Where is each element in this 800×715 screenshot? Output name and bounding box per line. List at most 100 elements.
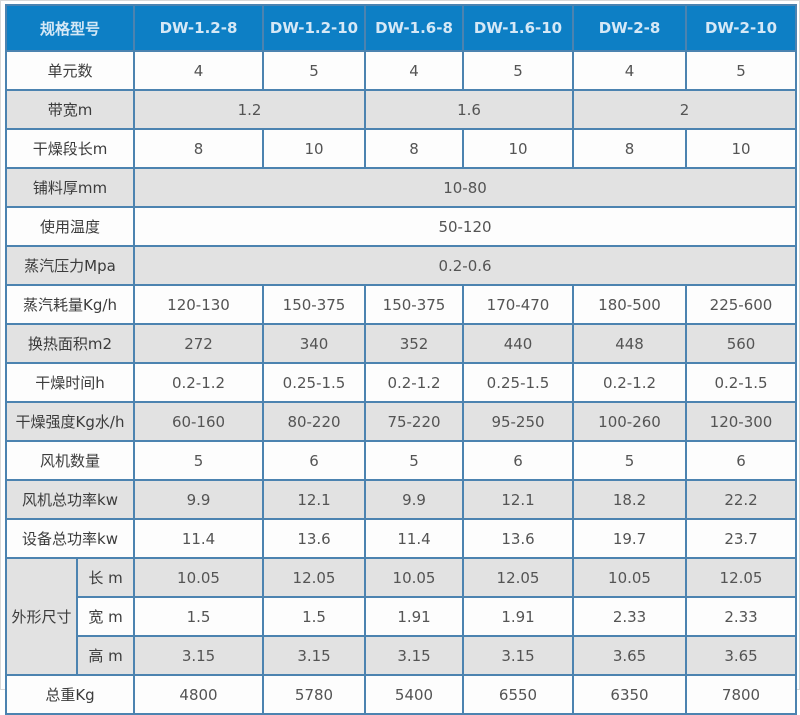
spec-value-cell: 4 <box>133 50 265 91</box>
spec-value-cell: 150-375 <box>364 284 465 325</box>
table-row: 风机数量 5 6 5 6 5 6 <box>4 440 798 481</box>
spec-value-cell: 180-500 <box>572 284 688 325</box>
spec-label-cell: 带宽m <box>4 89 136 130</box>
spec-value-cell: 340 <box>262 323 367 364</box>
spec-value-cell: 0.25-1.5 <box>262 362 367 403</box>
spec-value-cell: 13.6 <box>462 518 575 559</box>
spec-label-cell: 干燥段长m <box>4 128 136 169</box>
spec-value-cell: 12.1 <box>462 479 575 520</box>
spec-value-cell: 10.05 <box>133 557 265 598</box>
spec-value-cell: 18.2 <box>572 479 688 520</box>
spec-value-cell: 10 <box>462 128 575 169</box>
spec-label-cell: 单元数 <box>4 50 136 91</box>
spec-value-cell: 170-470 <box>462 284 575 325</box>
spec-value-cell: 75-220 <box>364 401 465 442</box>
spec-value-cell: 8 <box>133 128 265 169</box>
table-row: 干燥段长m 8 10 8 10 8 10 <box>4 128 798 169</box>
spec-value-cell: 5400 <box>364 674 465 715</box>
spec-value-cell: 120-300 <box>685 401 798 442</box>
spec-value-cell: 9.9 <box>133 479 265 520</box>
spec-value-cell: 12.05 <box>262 557 367 598</box>
spec-value-cell: 11.4 <box>364 518 465 559</box>
spec-label-cell: 风机数量 <box>4 440 136 481</box>
spec-label-cell: 设备总功率kw <box>4 518 136 559</box>
spec-value-cell: 2.33 <box>572 596 688 637</box>
spec-value-cell: 22.2 <box>685 479 798 520</box>
spec-value-cell: 3.15 <box>262 635 367 676</box>
dimension-sub-label-cell: 宽 m <box>75 596 136 637</box>
spec-value-cell: 19.7 <box>572 518 688 559</box>
spec-value-cell: 5 <box>133 440 265 481</box>
spec-value-cell: 12.05 <box>462 557 575 598</box>
spec-label-cell: 铺料厚mm <box>4 167 136 208</box>
spec-value-cell: 8 <box>364 128 465 169</box>
table-row: 铺料厚mm 10-80 <box>4 167 798 208</box>
spec-value-cell: 7800 <box>685 674 798 715</box>
spec-value-cell: 1.91 <box>364 596 465 637</box>
spec-label-cell: 风机总功率kw <box>4 479 136 520</box>
spec-value-cell: 0.2-1.2 <box>364 362 465 403</box>
table-row: 干燥时间h 0.2-1.2 0.25-1.5 0.2-1.2 0.25-1.5 0.2-1… <box>4 362 798 403</box>
spec-value-cell: 50-120 <box>133 206 798 247</box>
spec-value-cell: 4 <box>364 50 465 91</box>
table-row: 设备总功率kw 11.4 13.6 11.4 13.6 19.7 23.7 <box>4 518 798 559</box>
spec-value-cell: 5 <box>572 440 688 481</box>
spec-value-cell: 440 <box>462 323 575 364</box>
dimension-sub-label-cell: 高 m <box>75 635 136 676</box>
spec-value-cell: 4800 <box>133 674 265 715</box>
spec-value-cell: 225-600 <box>685 284 798 325</box>
model-header-cell: DW-1.6-10 <box>462 4 575 52</box>
dimension-sub-label-cell: 长 m <box>75 557 136 598</box>
spec-value-cell: 1.6 <box>364 89 575 130</box>
spec-label-cell: 干燥时间h <box>4 362 136 403</box>
spec-value-cell: 352 <box>364 323 465 364</box>
spec-value-cell: 5 <box>364 440 465 481</box>
spec-value-cell: 10.05 <box>364 557 465 598</box>
table-row: 换热面积m2 272 340 352 440 448 560 <box>4 323 798 364</box>
dimension-group-label-cell: 外形尺寸 <box>5 557 78 676</box>
spec-value-cell: 2.33 <box>685 596 798 637</box>
spec-value-cell: 0.2-0.6 <box>133 245 798 286</box>
spec-label-cell: 蒸汽耗量Kg/h <box>4 284 136 325</box>
spec-value-cell: 10.05 <box>572 557 688 598</box>
table-row: 高 m 3.15 3.15 3.15 3.15 3.65 3.65 <box>6 635 798 676</box>
spec-value-cell: 560 <box>685 323 798 364</box>
spec-label-cell: 使用温度 <box>4 206 136 247</box>
model-header-cell: DW-1.2-10 <box>262 4 367 52</box>
spec-value-cell: 12.1 <box>262 479 367 520</box>
spec-value-cell: 120-130 <box>133 284 265 325</box>
spec-value-cell: 2 <box>572 89 798 130</box>
spec-table: 规格型号 DW-1.2-8 DW-1.2-10 DW-1.6-8 DW-1.6-10 DW… <box>4 4 798 715</box>
spec-value-cell: 3.15 <box>364 635 465 676</box>
spec-value-cell: 3.65 <box>572 635 688 676</box>
model-header-cell: DW-1.6-8 <box>364 4 465 52</box>
spec-value-cell: 0.25-1.5 <box>462 362 575 403</box>
model-header-cell: DW-1.2-8 <box>133 4 265 52</box>
spec-value-cell: 5 <box>685 50 798 91</box>
spec-value-cell: 3.65 <box>685 635 798 676</box>
spec-value-cell: 0.2-1.2 <box>133 362 265 403</box>
spec-value-cell: 6 <box>462 440 575 481</box>
spec-label-cell: 换热面积m2 <box>4 323 136 364</box>
spec-value-cell: 10-80 <box>133 167 798 208</box>
table-row: 外形尺寸长 m 10.05 12.05 10.05 12.05 10.05 12.05 <box>5 557 798 676</box>
spec-value-cell: 80-220 <box>262 401 367 442</box>
table-row: 蒸汽耗量Kg/h 120-130 150-375 150-375 170-470 180-… <box>4 284 798 325</box>
table-row: 带宽m 1.2 1.6 2 <box>4 89 798 130</box>
spec-value-cell: 3.15 <box>133 635 265 676</box>
spec-label-cell: 总重Kg <box>4 674 136 715</box>
spec-value-cell: 1.91 <box>462 596 575 637</box>
table-row: 使用温度 50-120 <box>4 206 798 247</box>
spec-value-cell: 10 <box>685 128 798 169</box>
spec-value-cell: 0.2-1.5 <box>685 362 798 403</box>
spec-value-cell: 1.5 <box>133 596 265 637</box>
table-row: 宽 m 1.5 1.5 1.91 1.91 2.33 2.33 <box>6 596 798 637</box>
spec-value-cell: 6 <box>685 440 798 481</box>
spec-label-cell: 蒸汽压力Mpa <box>4 245 136 286</box>
spec-value-cell: 1.2 <box>133 89 367 130</box>
spec-value-cell: 272 <box>133 323 265 364</box>
table-row: 蒸汽压力Mpa 0.2-0.6 <box>4 245 798 286</box>
spec-value-cell: 6350 <box>572 674 688 715</box>
model-header-cell: DW-2-8 <box>572 4 688 52</box>
table-row: 单元数 4 5 4 5 4 5 <box>4 50 798 91</box>
